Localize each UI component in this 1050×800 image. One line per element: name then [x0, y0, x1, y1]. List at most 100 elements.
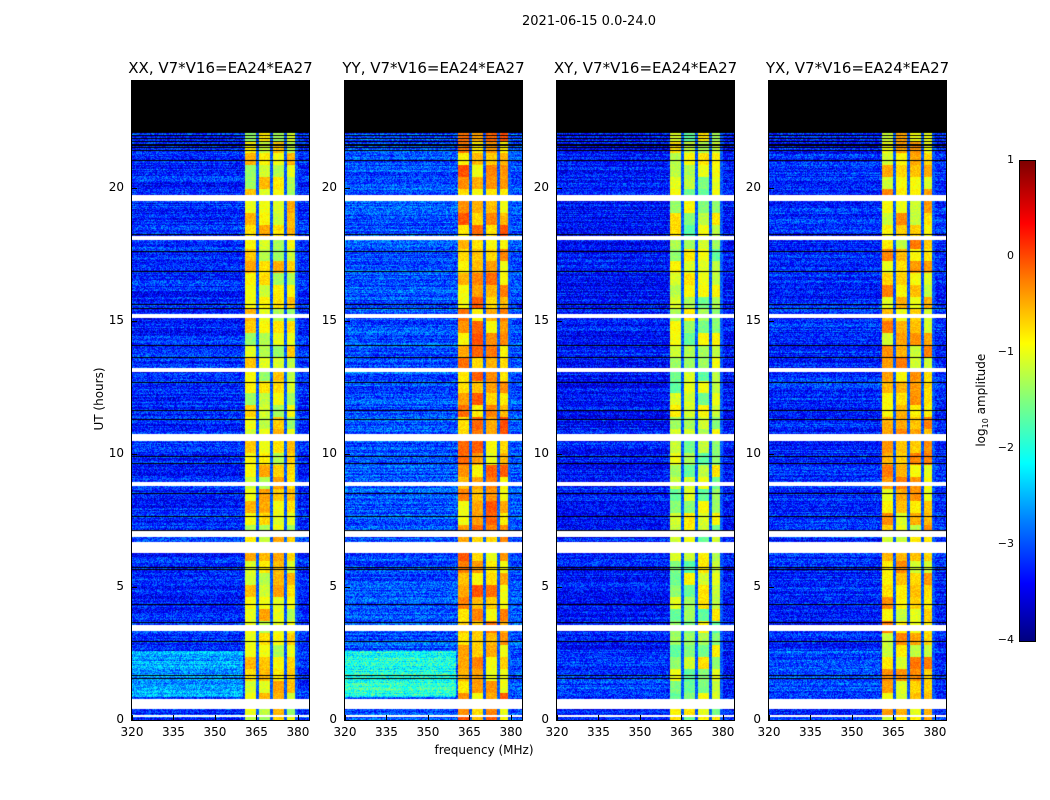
x-axis-label: frequency (MHz) [434, 743, 534, 757]
colorbar-label: log10 amplitude [973, 353, 991, 447]
y-tick-mark [557, 453, 562, 455]
x-tick-mark [297, 715, 299, 720]
y-axis-label: UT (hours) [92, 367, 106, 431]
y-tick-label: 15 [533, 312, 549, 327]
panel-title: XY, V7*V16=EA24*EA27 [553, 59, 738, 77]
y-tick-mark [557, 720, 562, 721]
colorbar [1019, 160, 1036, 642]
y-tick-mark [345, 586, 350, 588]
x-tick-mark [557, 715, 558, 720]
y-tick-mark [345, 453, 350, 455]
x-tick-label: 365 [670, 725, 693, 739]
x-tick-label: 365 [458, 725, 481, 739]
y-tick-label: 10 [321, 445, 337, 460]
x-tick-mark [173, 715, 175, 720]
y-tick-mark [769, 586, 774, 588]
y-tick-label: 20 [108, 179, 124, 194]
x-tick-mark [934, 715, 936, 720]
y-tick-label: 10 [108, 445, 124, 460]
x-tick-label: 335 [375, 725, 398, 739]
y-tick-label: 10 [745, 445, 761, 460]
x-tick-label: 320 [333, 725, 357, 739]
x-tick-mark [345, 715, 346, 720]
y-tick-label: 5 [541, 578, 549, 593]
x-tick-mark [214, 715, 216, 720]
y-tick-label: 10 [533, 445, 549, 460]
y-tick-mark [132, 187, 137, 189]
waterfall-panel: XY, V7*V16=EA24*EA27 320 335 350 365 380 0 5 10 1… [534, 59, 737, 739]
y-tick-label: 20 [745, 179, 761, 194]
y-tick-label: 20 [321, 179, 337, 194]
y-tick-mark [132, 453, 137, 455]
y-tick-label: 0 [329, 712, 337, 726]
y-tick-mark [557, 586, 562, 588]
y-tick-mark [557, 320, 562, 322]
colorbar-tick-label: −4 [997, 633, 1014, 646]
x-tick-mark [386, 715, 388, 720]
x-tick-label: 350 [840, 725, 864, 739]
x-tick-mark [427, 715, 429, 720]
colorbar-tick-label: 0 [1007, 249, 1014, 262]
x-tick-mark [469, 715, 471, 720]
x-tick-mark [132, 715, 133, 720]
y-tick-mark [769, 320, 774, 322]
x-tick-mark [810, 715, 812, 720]
x-tick-label: 320 [757, 725, 781, 739]
x-tick-label: 380 [286, 725, 310, 739]
y-tick-label: 0 [541, 712, 549, 726]
panel-title: YX, V7*V16=EA24*EA27 [765, 59, 950, 77]
x-tick-label: 335 [799, 725, 822, 739]
x-tick-label: 365 [882, 725, 905, 739]
x-tick-label: 350 [628, 725, 652, 739]
y-tick-label: 15 [108, 312, 124, 327]
panel-title: XX, V7*V16=EA24*EA27 [128, 59, 313, 77]
y-tick-label: 5 [753, 578, 761, 593]
x-tick-label: 380 [923, 725, 947, 739]
heatmap-image [769, 81, 946, 720]
x-tick-label: 380 [499, 725, 523, 739]
y-tick-mark [769, 453, 774, 455]
waterfall-panel: YX, V7*V16=EA24*EA27 320 335 350 365 380 0 5 10 1… [746, 59, 949, 739]
x-tick-mark [510, 715, 512, 720]
colorbar-tick-label: −1 [997, 345, 1014, 358]
y-tick-label: 15 [745, 312, 761, 327]
y-tick-mark [345, 720, 350, 721]
x-tick-mark [681, 715, 683, 720]
waterfall-panel: XX, V7*V16=EA24*EA27 320 335 350 365 380 0 5 10 1… [109, 59, 313, 739]
heatmap-image [557, 81, 734, 720]
x-tick-label: 365 [245, 725, 268, 739]
y-tick-mark [557, 187, 562, 189]
x-tick-mark [639, 715, 641, 720]
heatmap-image [345, 81, 522, 720]
y-tick-mark [769, 187, 774, 189]
waterfall-panel: YY, V7*V16=EA24*EA27 320 335 350 365 380 0 5 10 1… [322, 59, 525, 739]
y-tick-mark [769, 720, 774, 721]
y-tick-mark [132, 320, 137, 322]
x-tick-mark [893, 715, 895, 720]
x-tick-label: 320 [120, 725, 144, 739]
figure-title: 2021-06-15 0.0-24.0 [522, 14, 656, 29]
x-tick-label: 335 [587, 725, 610, 739]
y-tick-mark [345, 187, 350, 189]
heatmap-image [132, 81, 309, 720]
x-tick-mark [851, 715, 853, 720]
x-tick-label: 380 [711, 725, 735, 739]
x-tick-mark [722, 715, 724, 720]
y-tick-mark [345, 320, 350, 322]
y-tick-mark [132, 720, 137, 721]
x-tick-label: 350 [203, 725, 227, 739]
y-tick-mark [132, 586, 137, 588]
y-tick-label: 5 [116, 578, 124, 593]
colorbar-tick-label: −3 [997, 537, 1014, 550]
x-tick-label: 350 [416, 725, 440, 739]
y-tick-label: 15 [321, 312, 337, 327]
y-tick-label: 0 [753, 712, 761, 726]
y-tick-label: 5 [329, 578, 337, 593]
x-tick-label: 335 [162, 725, 185, 739]
y-tick-label: 0 [116, 712, 124, 726]
colorbar-tick-label: −2 [997, 441, 1014, 454]
panel-title: YY, V7*V16=EA24*EA27 [342, 59, 525, 77]
colorbar-tick-label: 1 [1007, 153, 1014, 166]
x-tick-mark [598, 715, 600, 720]
